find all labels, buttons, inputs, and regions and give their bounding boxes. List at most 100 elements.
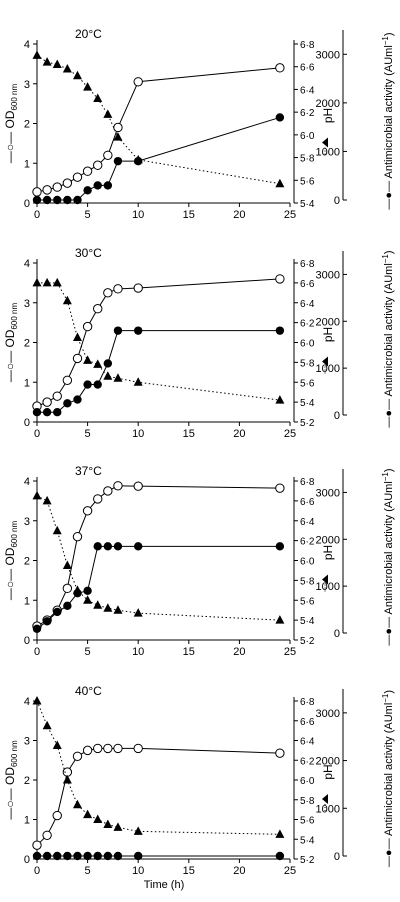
activity-point — [73, 195, 82, 205]
ph-point — [72, 70, 82, 80]
y-tick-label-activity: 2000 — [316, 98, 340, 110]
x-tick-label: 20 — [233, 428, 245, 440]
ph-point — [133, 377, 143, 386]
y-tick-label-ph: 5·6 — [300, 596, 315, 607]
y-tick-label-ph: 6·2 — [300, 319, 315, 330]
y-tick-label-activity: 3000 — [316, 487, 340, 499]
activity-point — [134, 326, 143, 335]
x-tick-label: 15 — [183, 428, 195, 440]
x-tick-label: 25 — [284, 428, 296, 440]
od-point — [32, 187, 42, 197]
activity-point — [63, 399, 72, 408]
od-point — [103, 150, 113, 161]
x-tick-label: 10 — [132, 209, 144, 221]
y-tick-label-ph: 6·2 — [300, 108, 315, 119]
y-tick-label-ph: 5·4 — [300, 616, 315, 627]
x-tick-label: 10 — [132, 428, 144, 440]
ph-point — [275, 395, 285, 404]
od-point — [42, 830, 52, 840]
ph-point — [42, 277, 52, 287]
activity-point — [53, 195, 62, 205]
series-line-od — [36, 278, 280, 407]
y-tick-label-activity: 3000 — [316, 49, 340, 61]
chart-panel-40c: 0 5 10 15 20 25 Time (h) 0 1 2 3 4 5·2 5·4 5·6 5·8 6·0 6·… — [3, 684, 395, 891]
y-axis-title-activity-sup: −1 — [381, 693, 390, 703]
y-tick-label-left: 3 — [24, 736, 30, 748]
y-tick-label-ph: 6·2 — [300, 537, 315, 548]
ph-point — [72, 585, 82, 594]
ph-point — [93, 814, 103, 823]
panel-title: 30°C — [75, 246, 102, 260]
activity-point — [73, 851, 82, 861]
panel-title: 20°C — [75, 27, 102, 41]
x-tick-label: 0 — [34, 646, 40, 658]
y-tick-label-ph: 6·0 — [300, 131, 315, 142]
od-point — [82, 166, 93, 176]
y-axis-title-activity-end: ) — [383, 250, 395, 254]
y-tick-label-left: 1 — [24, 377, 30, 389]
y-tick-label-activity: 2000 — [316, 316, 340, 328]
ph-point — [42, 57, 52, 66]
activity-point — [83, 586, 92, 596]
od-point — [93, 160, 103, 170]
od-point — [82, 745, 93, 756]
od-point — [113, 284, 123, 294]
y-axis-title-activity-end: ) — [383, 468, 395, 472]
y-axis-title-ph: pH — [321, 108, 335, 123]
activity-point — [63, 851, 72, 861]
x-tick-label: 20 — [233, 865, 245, 877]
x-tick-label: 0 — [34, 428, 40, 440]
ph-point — [83, 355, 93, 364]
chart-panel-30c: 0 5 10 15 20 25 0 1 2 3 4 5·2 5·4 5·6 5·8 6·0 6·2 6·4 6·6 6… — [3, 246, 395, 440]
y-tick-label-left: 2 — [24, 338, 30, 350]
y-tick-label-ph: 6·4 — [300, 517, 315, 528]
activity-point — [42, 851, 52, 861]
ph-point — [62, 295, 72, 305]
x-tick-label: 5 — [85, 646, 91, 658]
y-tick-label-ph: 5·6 — [300, 176, 315, 187]
od-point — [82, 506, 93, 516]
y-tick-label-activity: 2000 — [316, 756, 340, 768]
y-tick-label-left: 4 — [24, 476, 30, 488]
y-tick-label-ph: 6·8 — [300, 259, 315, 270]
x-tick-label: 10 — [132, 865, 144, 877]
y-tick-label-ph: 5·4 — [300, 199, 315, 210]
ph-point — [103, 819, 113, 828]
od-point — [275, 63, 285, 73]
x-tick-label: 5 — [85, 865, 91, 877]
y-tick-label-left: 2 — [24, 775, 30, 787]
x-tick-label: 20 — [233, 209, 245, 221]
y-axis-title-ph: pH — [321, 764, 335, 779]
ph-point — [83, 809, 93, 819]
activity-point — [113, 156, 123, 166]
activity-point — [32, 195, 42, 205]
y-axis-title-activity-sup: −1 — [381, 472, 390, 482]
od-point — [72, 353, 83, 364]
activity-point — [42, 617, 52, 626]
y-tick-label-activity: 1000 — [316, 363, 340, 375]
activity-point — [103, 181, 113, 190]
ph-point — [62, 560, 72, 569]
activity-point — [83, 186, 92, 195]
od-point — [62, 178, 73, 188]
y-tick-label-left: 1 — [24, 815, 30, 827]
y-axis-title-activity: —●— Antimicrobial activity (AUml−1) — [381, 250, 395, 427]
y-tick-label-activity: 2000 — [316, 534, 340, 546]
y-axis-title-activity-sup: −1 — [381, 36, 390, 46]
y-tick-label-left: 0 — [24, 635, 30, 647]
y-tick-label-ph: 6·0 — [300, 339, 315, 350]
od-point — [103, 743, 113, 754]
y-axis-title-left: —○— OD600 nm — [3, 521, 19, 601]
y-axis-title-left-sub: 600 nm — [10, 740, 19, 767]
ph-point — [103, 109, 113, 118]
ph-point — [103, 371, 113, 380]
ph-point — [83, 595, 93, 604]
y-axis-title-ph: pH — [321, 327, 335, 342]
od-point — [52, 391, 62, 401]
activity-point — [63, 601, 72, 611]
x-tick-label: 25 — [284, 865, 296, 877]
ph-point — [52, 525, 62, 535]
x-tick-label: 5 — [85, 209, 91, 221]
ph-point — [113, 132, 123, 141]
y-axis-title-activity: —●— Antimicrobial activity (AUml−1) — [381, 468, 395, 645]
